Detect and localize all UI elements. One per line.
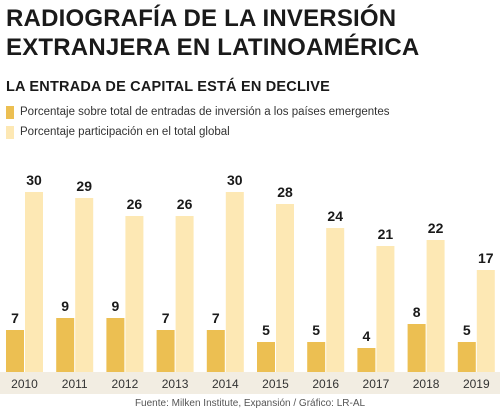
bar-emergentes-2017 (357, 348, 376, 372)
bar-global-2011 (75, 198, 94, 372)
bar-emergentes-2012 (106, 318, 125, 372)
bar-emergentes-2015 (257, 342, 275, 372)
data-label-global-2017: 21 (378, 226, 394, 242)
data-label-global-2016: 24 (327, 208, 343, 224)
x-tick-label-2012: 2012 (112, 377, 139, 391)
x-tick-label-2016: 2016 (312, 377, 339, 391)
data-label-emergentes-2019: 5 (463, 322, 471, 338)
x-tick-label-2013: 2013 (162, 377, 189, 391)
bar-emergentes-2019 (457, 342, 476, 372)
data-label-emergentes-2017: 4 (363, 328, 371, 344)
bar-global-2012 (125, 216, 144, 372)
data-label-global-2010: 30 (26, 172, 42, 188)
data-label-emergentes-2016: 5 (312, 322, 320, 338)
bar-global-2010 (25, 192, 43, 372)
bar-global-2019 (476, 270, 495, 372)
data-label-emergentes-2014: 7 (212, 310, 220, 326)
bar-emergentes-2011 (56, 318, 75, 372)
bar-emergentes-2016 (307, 342, 326, 372)
legend-label-global: Porcentaje participación en el total glo… (20, 126, 230, 138)
data-label-emergentes-2013: 7 (162, 310, 170, 326)
chart-title: RADIOGRAFÍA DE LA INVERSIÓN EXTRANJERA E… (6, 4, 496, 62)
legend-item-global: Porcentaje participación en el total glo… (6, 122, 390, 142)
legend-label-emergentes: Porcentaje sobre total de entradas de in… (20, 106, 390, 118)
data-label-emergentes-2015: 5 (262, 322, 270, 338)
data-label-global-2018: 22 (428, 220, 444, 236)
x-tick-label-2011: 2011 (62, 377, 88, 391)
data-label-global-2011: 29 (76, 178, 92, 194)
bar-global-2015 (276, 204, 294, 372)
bar-emergentes-2018 (407, 324, 426, 372)
title-line-2: EXTRANJERA EN LATINOAMÉRICA (6, 34, 420, 61)
bar-global-2018 (426, 240, 445, 372)
bar-emergentes-2010 (6, 330, 24, 372)
data-label-global-2014: 30 (227, 172, 243, 188)
data-label-emergentes-2018: 8 (413, 304, 421, 320)
x-axis-band (0, 372, 500, 394)
x-tick-label-2014: 2014 (212, 377, 239, 391)
x-tick-label-2017: 2017 (363, 377, 390, 391)
data-label-global-2019: 17 (478, 250, 494, 266)
bar-global-2013 (175, 216, 194, 372)
data-label-global-2015: 28 (277, 184, 293, 200)
data-label-emergentes-2010: 7 (11, 310, 19, 326)
legend: Porcentaje sobre total de entradas de in… (6, 102, 390, 142)
title-line-1: RADIOGRAFÍA DE LA INVERSIÓN (6, 5, 397, 32)
legend-swatch-emergentes (6, 105, 14, 119)
x-tick-label-2010: 2010 (11, 377, 38, 391)
bar-emergentes-2014 (206, 330, 225, 372)
source-note: Fuente: Milken Institute, Expansión / Gr… (134, 398, 366, 409)
data-label-emergentes-2012: 9 (112, 298, 120, 314)
data-label-global-2013: 26 (177, 196, 193, 212)
legend-swatch-global (6, 125, 14, 139)
data-label-global-2012: 26 (127, 196, 143, 212)
bar-global-2017 (376, 246, 395, 372)
x-tick-label-2019: 2019 (463, 377, 490, 391)
x-tick-label-2015: 2015 (262, 377, 289, 391)
bar-global-2014 (225, 192, 244, 372)
data-label-emergentes-2011: 9 (61, 298, 69, 314)
x-tick-label-2018: 2018 (413, 377, 440, 391)
chart-subtitle: LA ENTRADA DE CAPITAL ESTÁ EN DECLIVE (6, 79, 330, 95)
bar-emergentes-2013 (156, 330, 175, 372)
legend-item-emergentes: Porcentaje sobre total de entradas de in… (6, 102, 390, 122)
bar-global-2016 (326, 228, 345, 372)
